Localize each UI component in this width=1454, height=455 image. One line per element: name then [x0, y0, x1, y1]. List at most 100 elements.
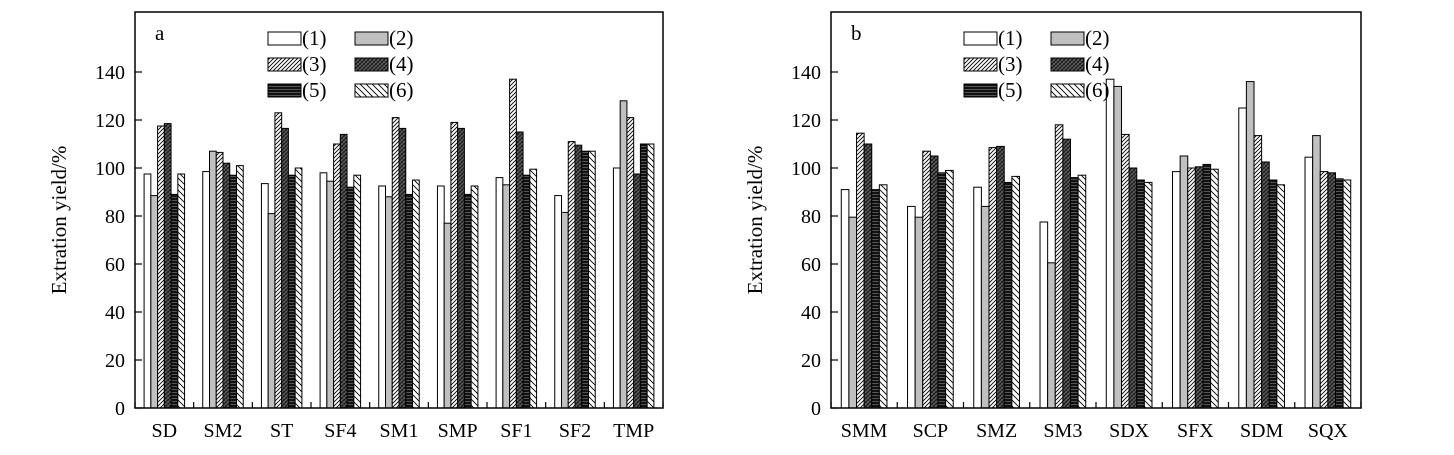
- x-tick-label-sdm: SDM: [1240, 420, 1284, 442]
- legend-label-5: (5): [302, 78, 327, 102]
- bar-sd-series-1: [143, 173, 152, 409]
- legend-swatch-6: [1050, 83, 1085, 98]
- y-tick-label: 120: [95, 110, 125, 132]
- y-tick-label: 40: [105, 302, 125, 324]
- y-axis-title: Extration yield/%: [47, 146, 71, 295]
- bar-sfx-series-6: [1210, 168, 1219, 409]
- bar-sm1-series-4: [398, 127, 407, 409]
- bar-sqx-series-1: [1304, 156, 1314, 409]
- bar-sqx-series-2: [1312, 135, 1321, 409]
- legend-swatch-3: [963, 57, 998, 72]
- panel-label: b: [851, 21, 862, 45]
- bar-sf1-series-6: [529, 168, 538, 409]
- bar-sf1-series-3: [509, 78, 517, 409]
- plot-frame: [134, 11, 664, 409]
- legend-swatch-3: [267, 57, 302, 72]
- bar-smz-series-6: [1011, 175, 1020, 409]
- bar-sd-series-6: [177, 173, 186, 409]
- bar-sm1-series-6: [411, 179, 420, 409]
- bar-sm1-series-3: [391, 117, 400, 409]
- bar-sf1-series-1: [495, 177, 504, 409]
- y-tick-label: 60: [801, 254, 821, 276]
- bar-sm3-series-2: [1047, 262, 1056, 409]
- bar-st-series-5: [287, 174, 296, 409]
- bar-sqx-series-3: [1319, 171, 1329, 409]
- bar-sm2-series-5: [229, 174, 237, 409]
- bar-sm2-series-6: [235, 165, 244, 409]
- bar-sd-series-2: [150, 195, 159, 409]
- y-tick-label: 100: [95, 158, 125, 180]
- x-tick-label-st: ST: [270, 420, 293, 442]
- bar-smp-series-1: [436, 185, 445, 409]
- bar-sm2-series-3: [215, 151, 224, 409]
- bar-sf1-series-4: [515, 131, 524, 409]
- legend-label-5: (5): [998, 78, 1023, 102]
- legend-label-3: (3): [998, 52, 1023, 76]
- bar-sdx-series-1: [1105, 78, 1115, 409]
- bar-sfx-series-2: [1179, 155, 1189, 409]
- x-tick-label-tmp: TMP: [613, 420, 654, 442]
- bar-sf2-series-5: [581, 150, 589, 409]
- legend-label-3: (3): [302, 52, 327, 76]
- bar-sd-series-3: [157, 125, 165, 409]
- y-tick-label: 100: [791, 158, 821, 180]
- bar-sf4-series-4: [339, 133, 348, 409]
- x-tick-label-sf2: SF2: [559, 420, 591, 442]
- bar-scp-series-1: [907, 205, 916, 409]
- bar-sdm-series-4: [1261, 161, 1270, 409]
- bar-smm-series-4: [863, 143, 873, 409]
- bar-sf1-series-5: [522, 174, 531, 409]
- legend-swatch-6: [354, 83, 389, 98]
- chart-panel-b: 0 20 40 60 80 100 120 140 SMM SCP SMZ SM3 SDX SFX SDM S…: [743, 11, 1362, 442]
- bar-smp-series-4: [457, 127, 465, 409]
- y-axis-title: Extration yield/%: [743, 146, 767, 295]
- x-tick-label-sdx: SDX: [1109, 420, 1150, 442]
- bar-smz-series-2: [980, 205, 990, 409]
- y-tick-label: 80: [105, 206, 125, 228]
- bar-sdm-series-6: [1276, 184, 1285, 409]
- bar-tmp-series-5: [639, 143, 648, 409]
- bar-tmp-series-3: [626, 117, 635, 409]
- bar-sm3-series-1: [1039, 221, 1049, 409]
- bar-sfx-series-4: [1194, 166, 1204, 409]
- bar-sf4-series-3: [333, 143, 341, 409]
- bar-smz-series-1: [973, 186, 982, 409]
- x-tick-label-sm2: SM2: [204, 420, 243, 442]
- x-tick-label-sm3: SM3: [1043, 420, 1082, 442]
- bar-sdx-series-2: [1113, 85, 1123, 409]
- y-tick-label: 140: [95, 62, 125, 84]
- legend-label-2: (2): [1085, 26, 1110, 50]
- x-tick-label-sf4: SF4: [324, 420, 356, 442]
- x-tick-label-sfx: SFX: [1177, 420, 1214, 442]
- legend-label-4: (4): [389, 52, 414, 76]
- x-tick-label-smp: SMP: [438, 420, 478, 442]
- bar-smz-series-4: [996, 145, 1005, 409]
- bar-sf4-series-2: [326, 180, 335, 409]
- bar-sqx-series-6: [1342, 179, 1352, 409]
- bar-sdm-series-3: [1253, 135, 1263, 409]
- legend-label-1: (1): [998, 26, 1023, 50]
- bar-scp-series-2: [914, 216, 924, 409]
- legend-swatch-4: [1050, 57, 1085, 72]
- bar-sf4-series-6: [353, 174, 362, 409]
- y-tick-label: 60: [105, 254, 125, 276]
- bar-sf2-series-4: [574, 144, 583, 409]
- bar-scp-series-4: [929, 155, 939, 409]
- x-tick-label-sqx: SQX: [1308, 420, 1349, 442]
- bar-smp-series-2: [443, 222, 452, 409]
- bar-sqx-series-4: [1327, 172, 1337, 409]
- legend-swatch-1: [267, 31, 302, 46]
- legend-swatch-1: [963, 31, 998, 46]
- bar-sdm-series-2: [1245, 81, 1255, 409]
- bar-sm2-series-1: [202, 171, 211, 409]
- bar-smz-series-3: [988, 147, 998, 409]
- legend-swatch-2: [354, 31, 389, 46]
- legend-label-4: (4): [1085, 52, 1110, 76]
- y-tick-label: 80: [801, 206, 821, 228]
- bar-sm2-series-4: [222, 162, 231, 409]
- y-tick-label: 120: [791, 110, 821, 132]
- legend-label-1: (1): [302, 26, 327, 50]
- bar-tmp-series-6: [646, 143, 655, 409]
- bar-st-series-1: [260, 183, 269, 409]
